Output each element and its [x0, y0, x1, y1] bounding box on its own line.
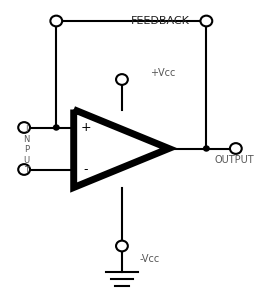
Text: I
N
P
U
T: I N P U T — [24, 125, 30, 175]
Ellipse shape — [50, 16, 62, 26]
Text: -Vcc: -Vcc — [139, 254, 160, 265]
Text: +Vcc: +Vcc — [150, 68, 176, 79]
Text: -: - — [84, 163, 88, 176]
Ellipse shape — [230, 143, 242, 154]
Text: +: + — [80, 121, 91, 134]
Ellipse shape — [18, 164, 30, 175]
Ellipse shape — [116, 74, 128, 85]
Ellipse shape — [18, 122, 30, 133]
Text: OUTPUT: OUTPUT — [214, 154, 254, 165]
Ellipse shape — [200, 16, 212, 26]
Ellipse shape — [53, 124, 60, 131]
Ellipse shape — [203, 145, 210, 152]
Ellipse shape — [116, 241, 128, 251]
Text: FEEDBACK: FEEDBACK — [131, 16, 190, 26]
